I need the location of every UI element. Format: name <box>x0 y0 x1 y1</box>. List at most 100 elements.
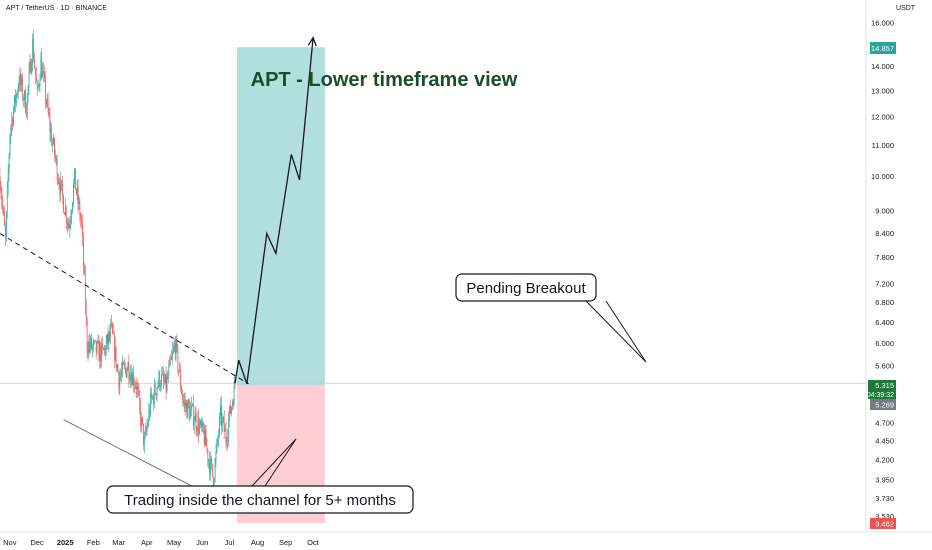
candle-body <box>64 207 66 215</box>
y-tick-label: 9.000 <box>875 206 894 215</box>
candle-body <box>57 180 59 182</box>
candle-body <box>42 70 44 78</box>
candle-body <box>53 138 54 144</box>
candle-body <box>96 341 98 353</box>
candle-body <box>101 343 102 362</box>
candle-body <box>166 377 168 392</box>
candle-body <box>206 446 208 450</box>
candle-body <box>131 374 132 386</box>
y-tick-label: 4.200 <box>875 455 894 464</box>
candle-body <box>97 341 99 343</box>
candle-body <box>60 180 62 195</box>
candle-body <box>232 402 234 406</box>
candle-body <box>144 430 146 438</box>
candle-body <box>132 372 133 386</box>
candle-body <box>163 373 164 381</box>
candle-body <box>6 212 7 238</box>
candle-body <box>14 95 15 110</box>
candle-body <box>168 366 170 378</box>
y-tick-label: 6.000 <box>875 339 894 348</box>
svg-text:5.315: 5.315 <box>875 381 894 390</box>
candle-body <box>189 405 191 419</box>
candle-body <box>161 374 162 386</box>
candle-body <box>219 416 220 435</box>
candle-body <box>185 402 187 406</box>
candle-body <box>222 417 224 419</box>
candle-body <box>146 425 148 432</box>
candle-body <box>28 70 30 87</box>
candle-body <box>63 195 64 213</box>
candle-body <box>163 380 165 383</box>
y-tick-label: 7.800 <box>875 253 894 262</box>
candle-body <box>74 168 76 190</box>
candle-body <box>133 385 135 387</box>
candle-body <box>25 112 27 116</box>
candle-body <box>104 347 105 351</box>
x-tick-label: Jun <box>196 538 208 547</box>
y-tick-label: 4.700 <box>875 419 894 428</box>
candle-body <box>205 430 207 447</box>
candle-body <box>35 75 37 83</box>
candle-body <box>23 98 24 100</box>
x-tick-label: Nov <box>3 538 17 547</box>
candle-body <box>153 396 154 405</box>
candle-body <box>134 385 136 387</box>
channel-callout[interactable]: Trading inside the channel for 5+ months <box>106 438 414 514</box>
x-tick-label: Feb <box>87 538 100 547</box>
candle-body <box>73 184 74 203</box>
candle-body <box>75 189 77 194</box>
candle-body <box>123 364 125 366</box>
candle-body <box>46 99 48 104</box>
x-tick-label: Jul <box>225 538 235 547</box>
candle-body <box>110 326 112 337</box>
candle-body <box>191 405 192 409</box>
candle-body <box>227 437 229 443</box>
x-tick-label: Oct <box>307 538 320 547</box>
candle-body <box>184 401 186 406</box>
candle-body <box>113 333 115 360</box>
candle-body <box>128 362 130 380</box>
candle-body <box>216 439 218 452</box>
candle-body <box>4 212 5 226</box>
x-tick-label: Dec <box>30 538 44 547</box>
candle-body <box>133 372 134 386</box>
candle-body <box>220 405 221 417</box>
candle-body <box>169 359 171 367</box>
candle-body <box>45 78 46 101</box>
candle-body <box>214 460 216 481</box>
y-tick-label: 10.000 <box>871 172 894 181</box>
candle-body <box>36 82 38 87</box>
candle-body <box>152 396 153 399</box>
candle-body <box>181 387 182 394</box>
pending-breakout-callout[interactable]: Pending Breakout <box>455 273 647 363</box>
candle-body <box>105 342 107 354</box>
candle-body <box>67 223 69 225</box>
candle-body <box>58 181 60 186</box>
candle-body <box>99 345 101 361</box>
candle-body <box>88 341 90 354</box>
candle-body <box>136 386 138 390</box>
candle-body <box>111 323 112 327</box>
candle-body <box>98 341 100 361</box>
candle-body <box>231 406 232 414</box>
candle-body <box>35 67 36 76</box>
candles <box>0 29 236 495</box>
candle-body <box>221 405 222 426</box>
candle-body <box>47 99 49 113</box>
y-tick-label: 11.000 <box>872 141 894 150</box>
candle-body <box>79 201 81 218</box>
candle-body <box>143 423 144 445</box>
y-tick-label: 6.400 <box>875 318 894 327</box>
candle-body <box>94 340 95 342</box>
candle-body <box>148 410 150 424</box>
candle-body <box>107 334 109 344</box>
y-tick-label: 3.730 <box>875 494 894 503</box>
candle-body <box>43 70 44 74</box>
candle-body <box>15 93 17 104</box>
candle-body <box>44 73 45 79</box>
candle-body <box>167 377 169 379</box>
candle-body <box>2 202 4 208</box>
callout-text: Trading inside the channel for 5+ months <box>124 492 396 509</box>
y-tick-label: 3.950 <box>875 475 894 484</box>
